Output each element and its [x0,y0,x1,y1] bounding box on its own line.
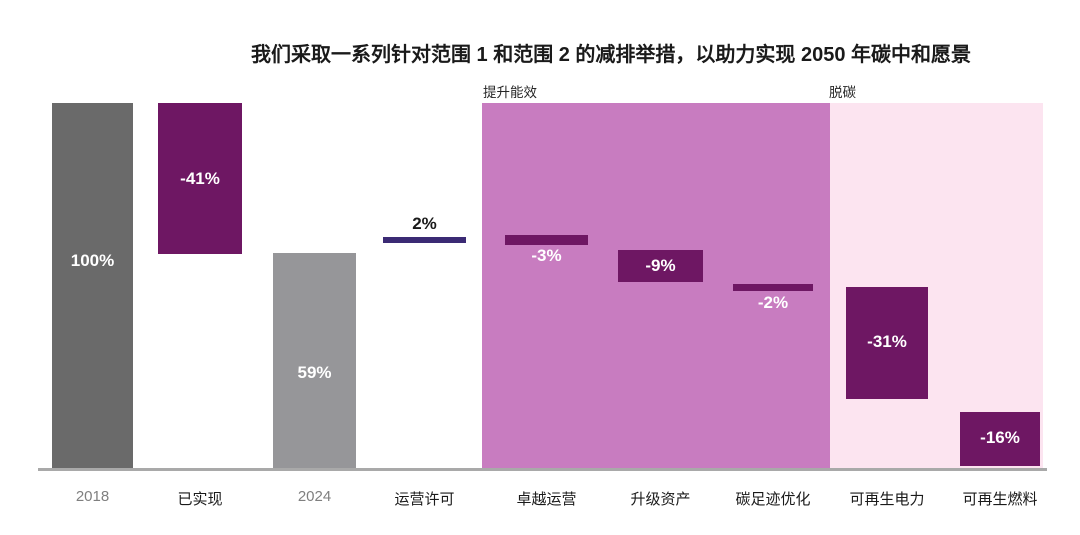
bar-achieved-axis-label: 已实现 [177,491,223,508]
bar-operational-excellence-value-label: -3% [531,246,562,265]
chart-title: 我们采取一系列针对范围 1 和范围 2 的减排举措，以助力实现 2050 年碳中… [250,44,972,66]
bar-renewable-power-axis-label: 可再生电力 [849,491,925,508]
bar-2024-axis-label: 2024 [297,488,332,505]
bar-renewable-power [846,287,928,399]
bar-footprint-optimization-axis-label: 碳足迹优化 [735,491,811,508]
x-axis-line [38,468,1047,471]
region-decarbonization [830,103,1043,468]
bar-footprint-optimization-value-label: -2% [757,293,789,312]
bar-operating-license-axis-label: 运营许可 [394,491,455,508]
bar-renewable-fuel [960,412,1040,466]
region-decarbonization-label: 脱碳 [829,85,856,100]
bar-asset-upgrade-axis-label: 升级资产 [630,491,691,508]
bar-renewable-fuel-value-label: -16% [980,428,1020,447]
bar-operating-license [383,237,466,243]
bar-2018-axis-label: 2018 [75,488,110,505]
bar-achieved-value-label: -41% [180,169,220,188]
bar-2024-value-label: 59% [297,363,332,382]
bar-asset-upgrade-value-label: -9% [645,256,676,275]
bar-renewable-power-value-label: -31% [867,332,907,351]
bar-2018 [52,103,133,468]
bar-2018-value-label: 100% [70,251,115,270]
region-energy-efficiency-label: 提升能效 [483,85,537,100]
bar-achieved [158,103,242,254]
bar-renewable-fuel-axis-label: 可再生燃料 [962,491,1038,508]
bar-asset-upgrade [618,250,703,282]
bar-operational-excellence [505,235,588,245]
bar-operational-excellence-axis-label: 卓越运营 [516,491,577,508]
bar-2024 [273,253,356,468]
bar-footprint-optimization [733,284,813,291]
bar-operating-license-value-label: 2% [412,214,437,233]
